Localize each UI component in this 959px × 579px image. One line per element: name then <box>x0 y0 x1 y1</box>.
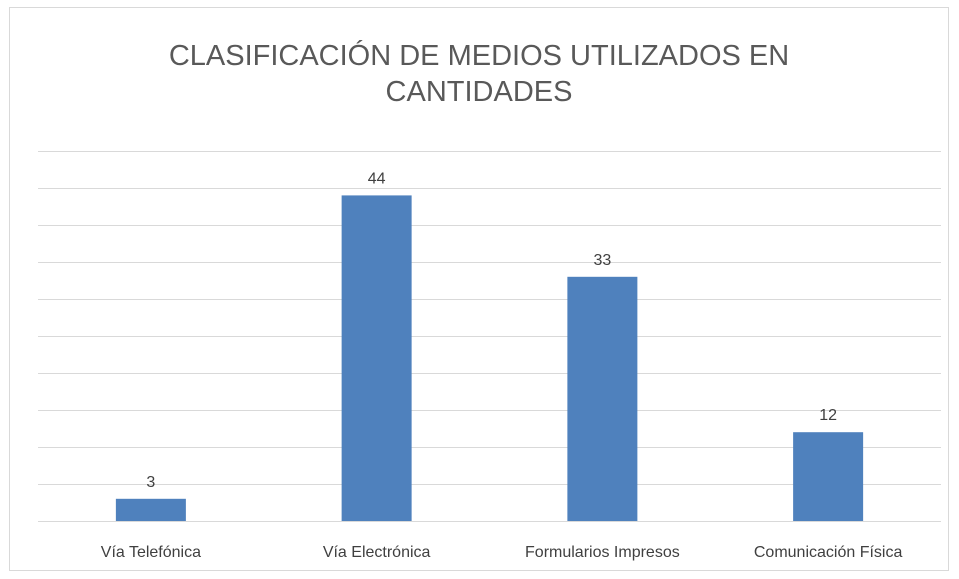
bar <box>567 276 638 521</box>
x-tick-label: Formularios Impresos <box>525 544 680 561</box>
bar <box>341 195 412 521</box>
value-label: 44 <box>368 170 386 187</box>
bar <box>115 498 186 521</box>
chart-border <box>9 7 949 571</box>
bar <box>793 432 864 521</box>
x-tick-label: Comunicación Física <box>754 544 903 561</box>
chart-title: CLASIFICACIÓN DE MEDIOS UTILIZADOS EN CA… <box>168 40 790 108</box>
value-label: 33 <box>593 252 611 269</box>
value-label: 3 <box>146 474 155 491</box>
x-tick-label: Vía Telefónica <box>101 544 201 561</box>
value-label: 12 <box>819 407 837 424</box>
x-tick-label: Vía Electrónica <box>323 544 431 561</box>
